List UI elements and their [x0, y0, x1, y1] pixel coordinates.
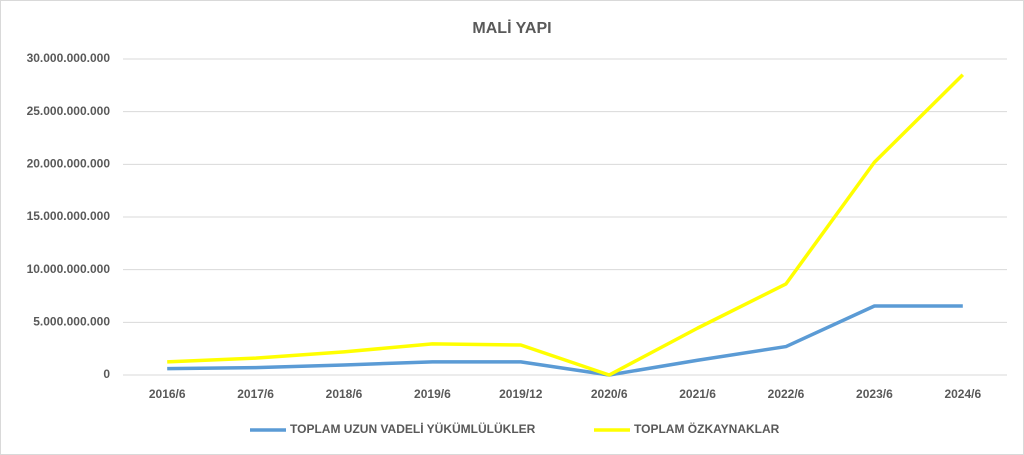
legend-label: TOPLAM ÖZKAYNAKLAR	[634, 421, 780, 436]
x-tick-label: 2023/6	[856, 387, 893, 401]
x-tick-label: 2019/6	[414, 387, 451, 401]
x-tick-label: 2020/6	[591, 387, 628, 401]
series-line	[167, 304, 963, 377]
x-tick-label: 2018/6	[326, 387, 363, 401]
x-tick-label: 2024/6	[944, 387, 981, 401]
x-tick-label: 2019/12	[499, 387, 543, 401]
chart-title: MALİ YAPI	[472, 19, 551, 37]
series-line	[167, 73, 965, 377]
y-tick-label: 25.000.000.000	[27, 104, 111, 118]
y-tick-label: 30.000.000.000	[27, 51, 111, 65]
legend-label: TOPLAM UZUN VADELİ YÜKÜMLÜLÜKLER	[290, 421, 536, 436]
x-tick-label: 2022/6	[768, 387, 805, 401]
x-tick-label: 2017/6	[237, 387, 274, 401]
y-tick-label: 10.000.000.000	[27, 262, 111, 276]
y-tick-label: 20.000.000.000	[27, 157, 111, 171]
y-tick-label: 15.000.000.000	[27, 209, 111, 223]
x-tick-label: 2021/6	[679, 387, 716, 401]
y-tick-label: 0	[103, 367, 110, 381]
x-tick-label: 2016/6	[149, 387, 186, 401]
y-tick-label: 5.000.000.000	[33, 315, 110, 329]
